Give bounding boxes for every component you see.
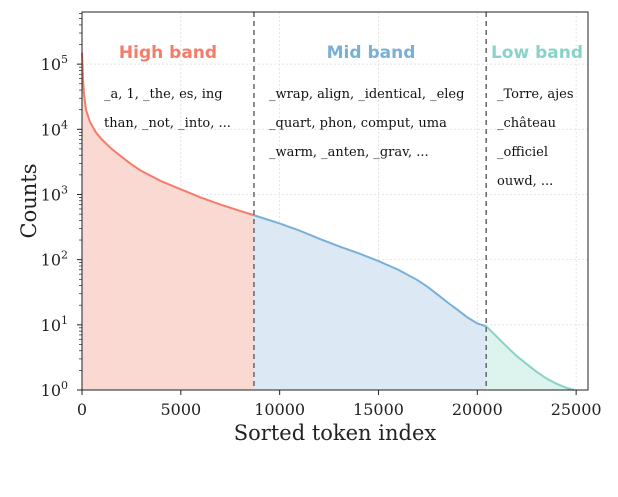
x-tick-label: 20000 bbox=[452, 400, 503, 419]
x-axis: 0 5000 10000 15000 20000 25000 bbox=[77, 390, 602, 419]
low-band-tokens: ouwd, ... bbox=[497, 174, 553, 189]
y-tick-label: 100 bbox=[41, 379, 68, 400]
low-band-tokens: _château bbox=[497, 116, 556, 131]
mid-band-area bbox=[253, 215, 487, 390]
low-band-area bbox=[486, 326, 575, 390]
y-tick-label: 101 bbox=[41, 314, 68, 335]
x-tick-label: 25000 bbox=[551, 400, 602, 419]
high-band-title: High band bbox=[119, 43, 217, 63]
low-band-tokens: _Torre, ajes bbox=[497, 87, 574, 102]
low-band-tokens: _officiel bbox=[497, 145, 548, 160]
y-axis-title: Counts bbox=[17, 164, 41, 239]
mid-band-title: Mid band bbox=[327, 43, 416, 63]
y-tick-label: 102 bbox=[41, 249, 68, 270]
x-axis-title: Sorted token index bbox=[234, 421, 437, 445]
y-tick-label: 103 bbox=[41, 183, 68, 204]
series-lines bbox=[81, 52, 575, 391]
high-band-area bbox=[82, 52, 254, 390]
x-tick-label: 5000 bbox=[160, 400, 201, 419]
mid-band-tokens: _wrap, align, _identical, _eleg bbox=[269, 87, 464, 102]
x-tick-label: 15000 bbox=[353, 400, 404, 419]
low-band-line bbox=[485, 325, 575, 391]
high-band-line bbox=[81, 52, 255, 217]
low-band-title: Low band bbox=[491, 43, 583, 63]
y-tick-label: 105 bbox=[41, 53, 68, 74]
x-tick-label: 10000 bbox=[254, 400, 305, 419]
mid-band-line bbox=[253, 214, 487, 328]
high-band-tokens: than, _not, _into, ... bbox=[104, 116, 231, 131]
high-band-tokens: _a, 1, _the, es, ing bbox=[104, 87, 223, 102]
mid-band-tokens: _quart, phon, comput, uma bbox=[269, 116, 447, 131]
x-tick-label: 0 bbox=[77, 400, 87, 419]
mid-band-tokens: _warm, _anten, _grav, ... bbox=[269, 145, 429, 160]
band-dividers bbox=[253, 12, 487, 390]
y-axis: 100 101 102 103 104 105 bbox=[41, 13, 82, 400]
band-annotations: High band _a, 1, _the, es, ing than, _not,… bbox=[104, 43, 583, 189]
y-tick-label: 104 bbox=[41, 118, 68, 139]
band-fills bbox=[82, 52, 575, 390]
